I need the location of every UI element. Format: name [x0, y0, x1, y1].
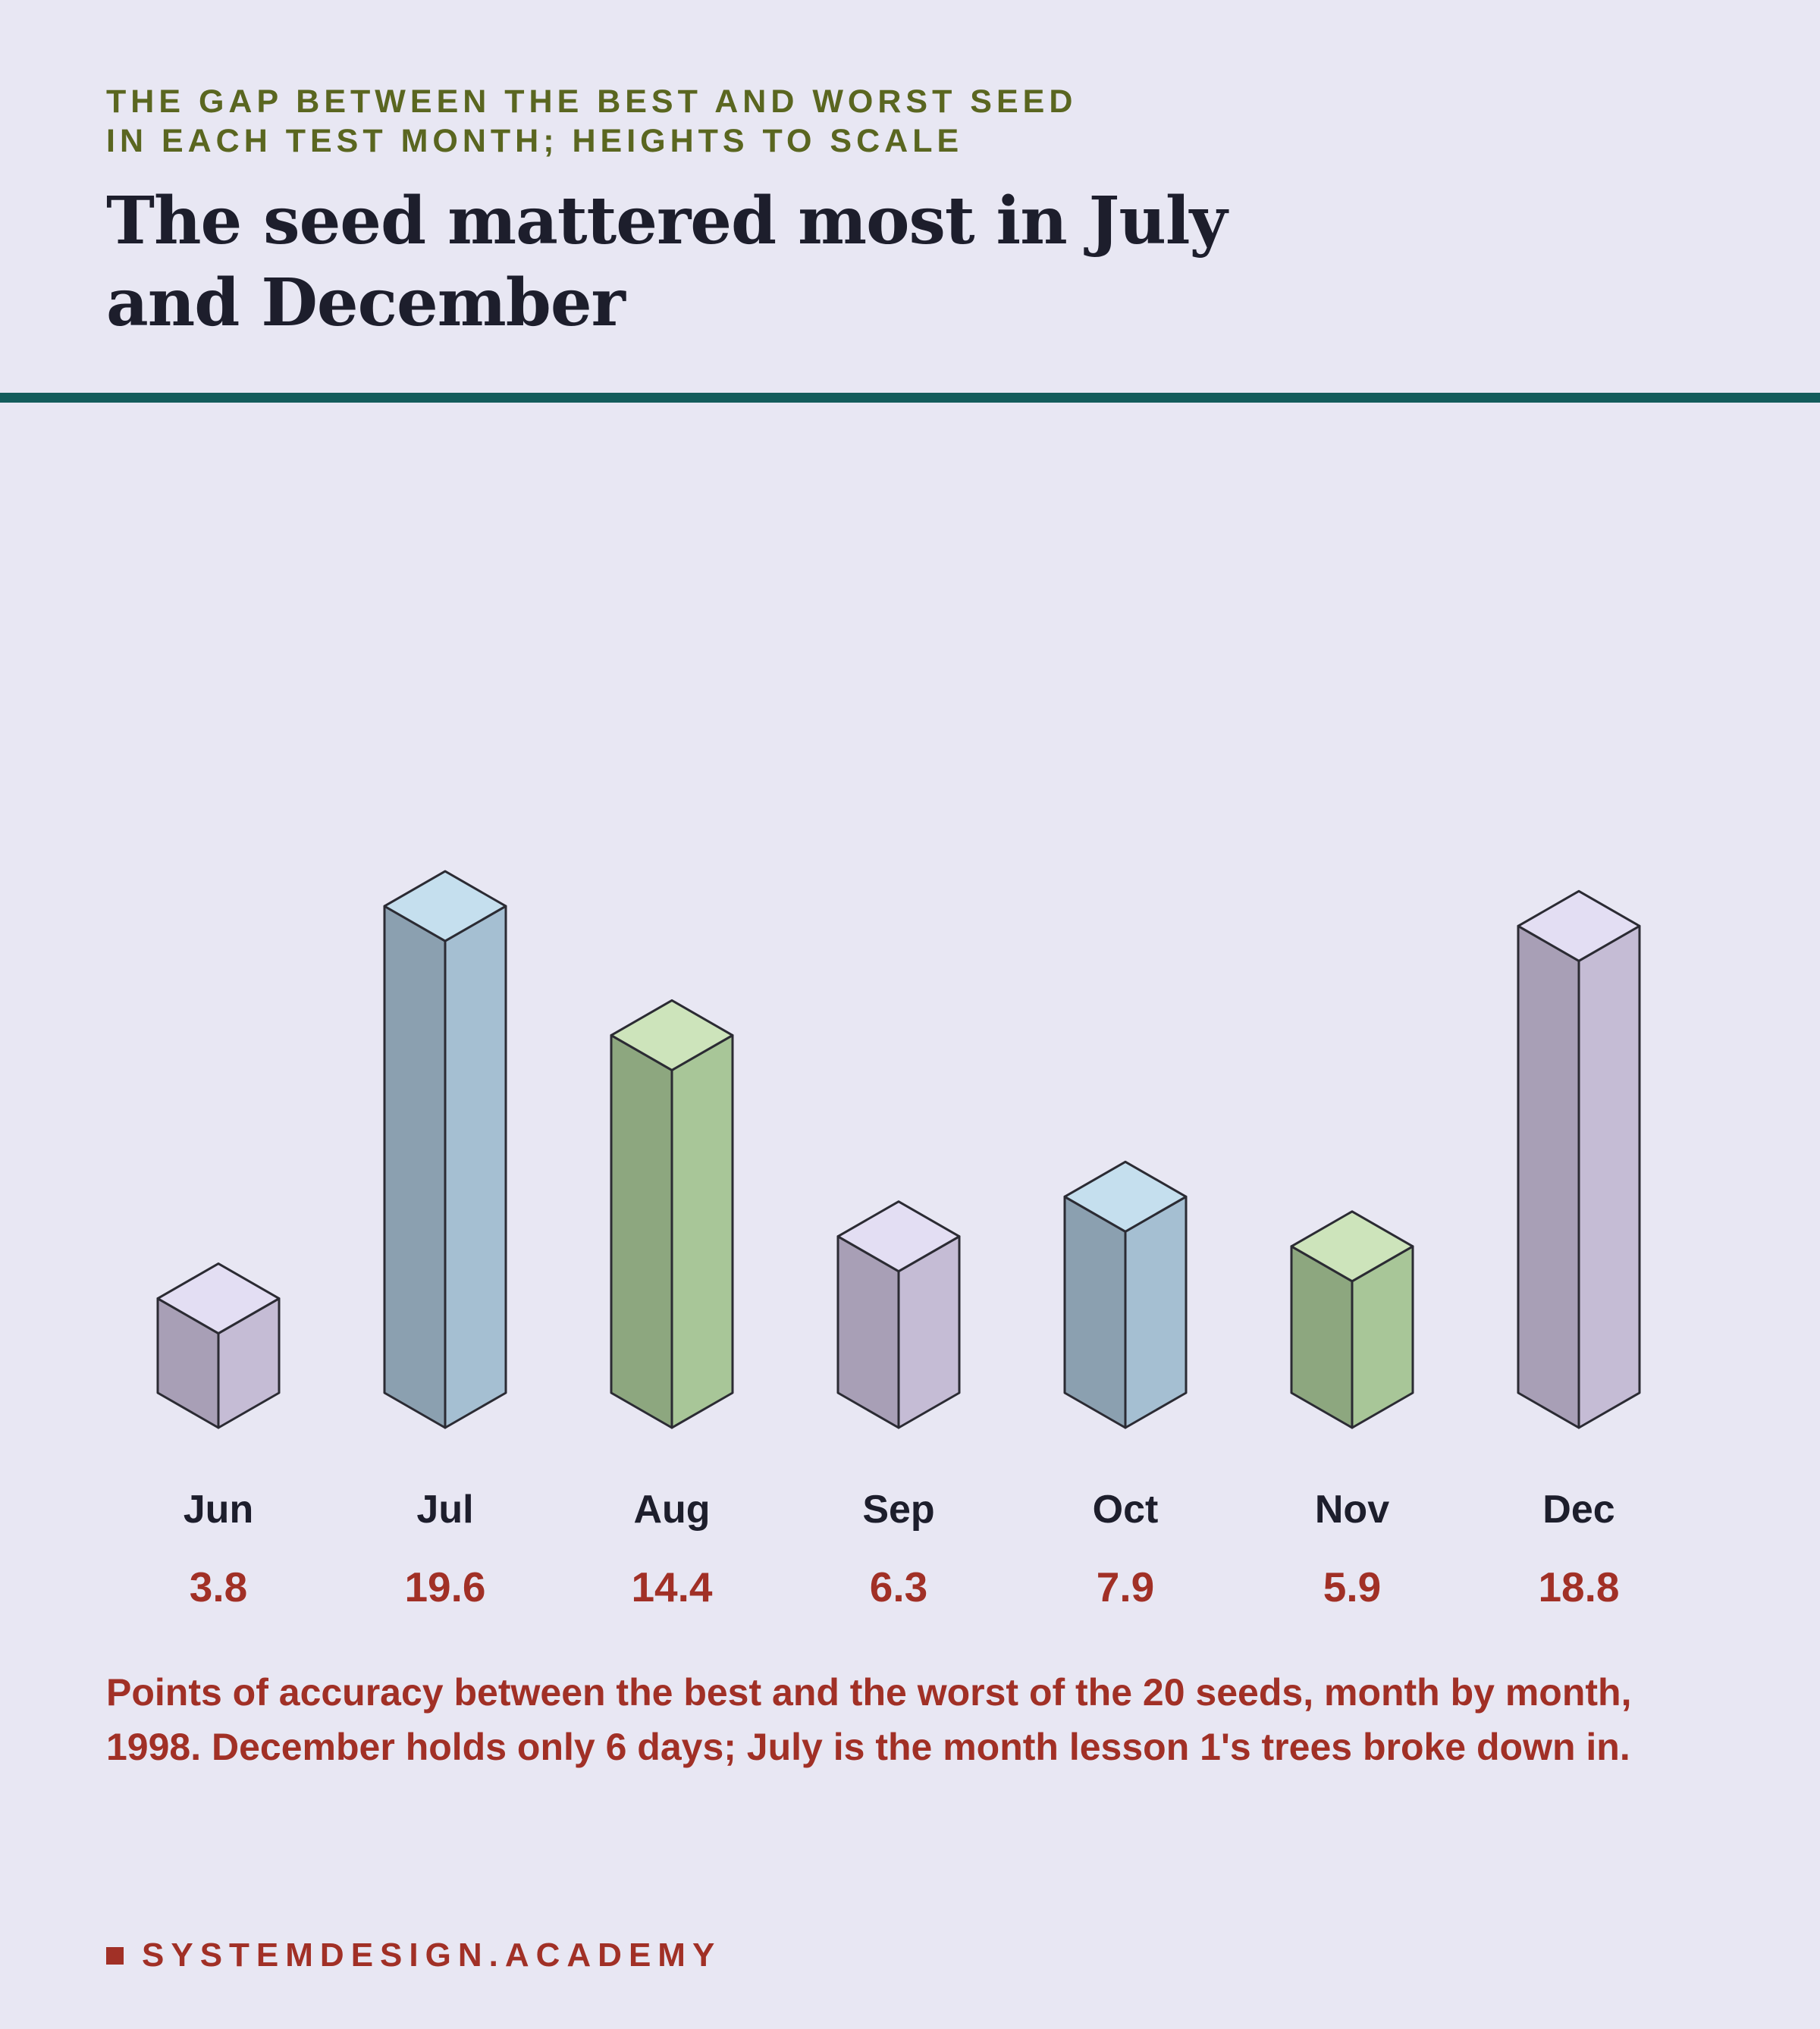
month-label: Nov	[1315, 1488, 1389, 1532]
month-label: Sep	[862, 1488, 934, 1532]
value-label: 14.4	[631, 1563, 712, 1610]
bar-top-face	[156, 1262, 281, 1335]
brand-name: SYSTEMDESIGN.ACADEMY	[142, 1936, 722, 1974]
value-label: 18.8	[1538, 1563, 1619, 1610]
bar-nov	[1290, 1210, 1414, 1429]
title-line-1: The seed mattered most in July	[106, 183, 1228, 259]
bar-top-face	[610, 999, 734, 1071]
bar-jun	[156, 1262, 281, 1429]
month-label: Aug	[633, 1488, 710, 1532]
bar-dec	[1517, 889, 1641, 1429]
bar-left-face	[383, 905, 447, 1429]
bar-right-face	[444, 905, 507, 1429]
brand-footer: SYSTEMDESIGN.ACADEMY	[106, 1936, 721, 1974]
header-divider	[0, 393, 1820, 403]
kicker-line-2: IN EACH TEST MONTH; HEIGHTS TO SCALE	[106, 123, 964, 159]
value-label: 7.9	[1097, 1563, 1154, 1610]
bar-left-face	[610, 1033, 673, 1429]
value-label: 5.9	[1323, 1563, 1381, 1610]
bar-left-face	[1517, 924, 1580, 1429]
bar-aug	[610, 999, 734, 1429]
bar-right-face	[1577, 924, 1641, 1429]
labels-group: Jun 3.8 Jul 19.6 Aug 14.4 Sep 6.3 Oct 7.9 Nov 5.9 De…	[184, 1488, 1620, 1610]
bar-top-face	[836, 1200, 961, 1273]
month-label: Dec	[1542, 1488, 1614, 1532]
value-label: 6.3	[870, 1563, 927, 1610]
bar-oct	[1063, 1160, 1188, 1429]
bar-right-face	[670, 1033, 734, 1429]
chart-kicker: THE GAP BETWEEN THE BEST AND WORST SEED …	[106, 82, 1320, 161]
bar-right-face	[1124, 1195, 1188, 1429]
value-label: 19.6	[404, 1563, 485, 1610]
month-label: Jun	[184, 1488, 253, 1532]
title-line-2: and December	[106, 265, 626, 341]
bar-jul	[383, 870, 507, 1429]
brand-square-icon	[106, 1946, 124, 1965]
value-label: 3.8	[190, 1563, 247, 1610]
chart-caption: Points of accuracy between the best and …	[106, 1671, 1632, 1768]
bar-top-face	[1517, 889, 1641, 962]
month-label: Oct	[1093, 1488, 1159, 1532]
bar-top-face	[1290, 1210, 1414, 1283]
bar-top-face	[1063, 1160, 1188, 1233]
bar-sep	[836, 1200, 961, 1429]
month-label: Jul	[416, 1488, 473, 1532]
bar-left-face	[1063, 1195, 1127, 1429]
chart-title: The seed mattered most in July and Decem…	[106, 180, 1395, 344]
bar-top-face	[383, 870, 507, 942]
bars-group	[156, 870, 1641, 1429]
kicker-line-1: THE GAP BETWEEN THE BEST AND WORST SEED	[106, 83, 1078, 120]
